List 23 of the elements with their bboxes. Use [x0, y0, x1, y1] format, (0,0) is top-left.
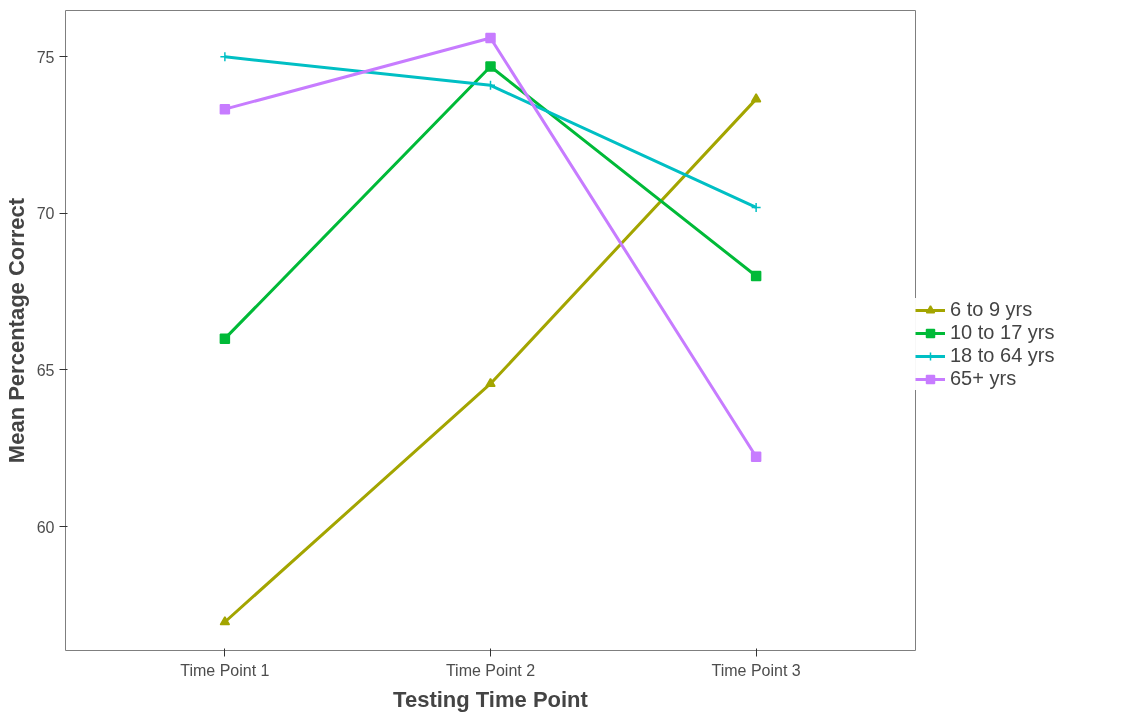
y-tick-label: 65 [36, 361, 55, 379]
point [485, 32, 496, 44]
legend-label: 6 to 9 yrs [950, 298, 1033, 321]
legend-label: 10 to 17 yrs [950, 321, 1055, 344]
legend-label: 65+ yrs [950, 367, 1017, 390]
point [219, 333, 231, 344]
point [485, 377, 496, 388]
y-tick-label: 75 [36, 48, 55, 66]
point [750, 202, 762, 213]
legend-label: 18 to 64 yrs [950, 344, 1055, 367]
point [750, 93, 762, 103]
point [485, 61, 496, 72]
point [750, 270, 762, 282]
x-axis-title: Testing Time Point [393, 686, 589, 712]
y-tick-label: 60 [36, 518, 55, 536]
x-tick-label: Time Point 2 [445, 661, 536, 679]
y-tick-label: 70 [36, 205, 55, 223]
point [219, 103, 231, 115]
point [750, 451, 762, 462]
point [219, 616, 231, 626]
x-tick-label: Time Point 3 [711, 661, 801, 679]
y-axis-title: Mean Percentage Correct [3, 197, 29, 464]
x-tick-label: Time Point 1 [180, 661, 270, 679]
